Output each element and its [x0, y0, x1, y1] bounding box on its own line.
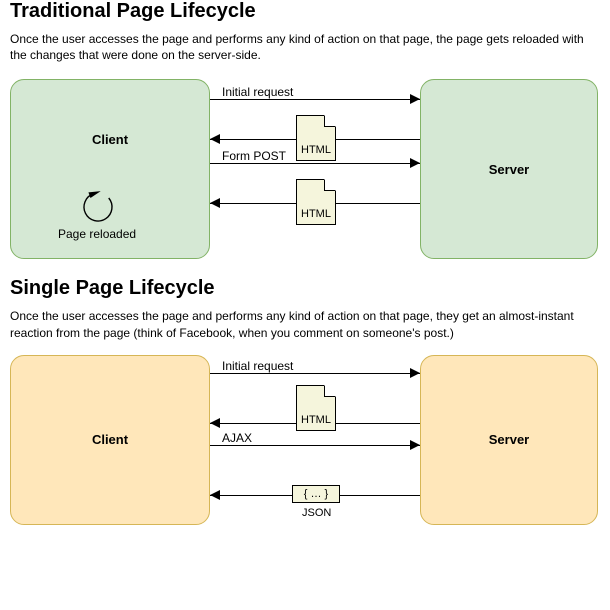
arrow-head-left-icon — [210, 490, 220, 500]
client-label: Client — [92, 432, 128, 447]
arrow-head-left-icon — [210, 198, 220, 208]
desc-traditional: Once the user accesses the page and perf… — [0, 23, 610, 67]
file-icon: HTML — [296, 179, 336, 225]
file-icon: HTML — [296, 385, 336, 431]
client-box: Client — [10, 355, 210, 525]
section-traditional: Traditional Page Lifecycle Once the user… — [0, 0, 610, 277]
file-icon: HTML — [296, 115, 336, 161]
heading-spa: Single Page Lifecycle — [0, 277, 610, 300]
file-label: HTML — [297, 414, 335, 426]
json-label: JSON — [300, 507, 333, 519]
arrow-line — [210, 445, 420, 446]
arrow-head-right-icon — [410, 158, 420, 168]
reload-icon — [78, 187, 118, 227]
diagram-spa: Client Server Initial request AJAX HTML { … }… — [0, 345, 610, 535]
file-label: HTML — [297, 144, 335, 156]
arrow-head-right-icon — [410, 368, 420, 378]
file-label: HTML — [297, 208, 335, 220]
arrow-line — [210, 99, 420, 100]
client-label: Client — [92, 132, 128, 147]
reload-label: Page reloaded — [58, 227, 136, 241]
arrow-label: AJAX — [220, 431, 254, 445]
json-icon: { … } — [292, 485, 340, 503]
arrow-line — [210, 163, 420, 164]
arrow-label: Initial request — [220, 85, 295, 99]
arrow-line — [210, 373, 420, 374]
arrow-label: Initial request — [220, 359, 295, 373]
arrow-head-left-icon — [210, 418, 220, 428]
file-fold-icon — [324, 115, 336, 127]
diagram-traditional: Client Server Initial request Form POST HTML… — [0, 67, 610, 277]
arrow-head-right-icon — [410, 94, 420, 104]
server-box: Server — [420, 355, 598, 525]
desc-spa: Once the user accesses the page and perf… — [0, 300, 610, 344]
file-fold-icon — [324, 385, 336, 397]
server-box: Server — [420, 79, 598, 259]
file-fold-icon — [324, 179, 336, 191]
section-spa: Single Page Lifecycle Once the user acce… — [0, 277, 610, 534]
server-label: Server — [489, 162, 529, 177]
arrow-head-left-icon — [210, 134, 220, 144]
arrow-head-right-icon — [410, 440, 420, 450]
server-label: Server — [489, 432, 529, 447]
heading-traditional: Traditional Page Lifecycle — [0, 0, 610, 23]
arrow-label: Form POST — [220, 149, 288, 163]
